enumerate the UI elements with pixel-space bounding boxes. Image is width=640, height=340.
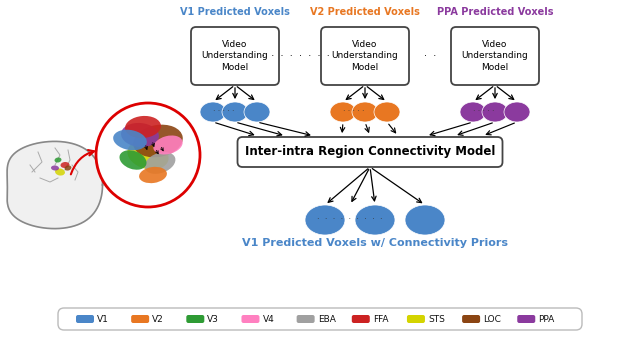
Ellipse shape [374, 102, 400, 122]
Text: ·  ·: · · [424, 51, 436, 61]
Ellipse shape [305, 205, 345, 235]
Ellipse shape [51, 166, 59, 171]
Ellipse shape [244, 102, 270, 122]
Ellipse shape [355, 205, 395, 235]
Text: V2 Predicted Voxels: V2 Predicted Voxels [310, 7, 420, 17]
Ellipse shape [405, 205, 445, 235]
FancyBboxPatch shape [321, 27, 409, 85]
Ellipse shape [113, 130, 147, 150]
Text: Video
Understanding
Model: Video Understanding Model [332, 40, 398, 72]
Text: V1 Predicted Voxels: V1 Predicted Voxels [180, 7, 290, 17]
Ellipse shape [133, 125, 183, 157]
Circle shape [96, 103, 200, 207]
Text: V4: V4 [262, 314, 274, 323]
FancyBboxPatch shape [462, 315, 480, 323]
Ellipse shape [330, 102, 356, 122]
Text: EBA: EBA [317, 314, 335, 323]
Ellipse shape [504, 102, 530, 122]
Ellipse shape [65, 166, 72, 171]
FancyBboxPatch shape [186, 315, 204, 323]
Text: STS: STS [428, 314, 445, 323]
Ellipse shape [460, 102, 486, 122]
Text: V1: V1 [97, 314, 109, 323]
FancyBboxPatch shape [58, 308, 582, 330]
FancyBboxPatch shape [241, 315, 259, 323]
Ellipse shape [54, 157, 61, 163]
Text: PPA Predicted Voxels: PPA Predicted Voxels [436, 7, 553, 17]
Text: · · · · ·: · · · · · [474, 107, 495, 117]
FancyBboxPatch shape [237, 137, 502, 167]
Ellipse shape [154, 135, 182, 154]
Polygon shape [7, 141, 102, 228]
Text: Inter-intra Region Connectivity Model: Inter-intra Region Connectivity Model [245, 146, 495, 158]
Ellipse shape [222, 102, 248, 122]
Ellipse shape [55, 168, 65, 175]
FancyBboxPatch shape [352, 315, 370, 323]
Text: Video
Understanding
Model: Video Understanding Model [461, 40, 529, 72]
Ellipse shape [121, 123, 159, 147]
Text: ·  ·  ·  ·  ·  ·  ·  ·  ·: · · · · · · · · · [317, 216, 383, 224]
Text: V1 Predicted Voxels w/ Connectivity Priors: V1 Predicted Voxels w/ Connectivity Prio… [242, 238, 508, 248]
FancyBboxPatch shape [76, 315, 94, 323]
Ellipse shape [352, 102, 378, 122]
Text: Video
Understanding
Model: Video Understanding Model [202, 40, 268, 72]
Ellipse shape [127, 140, 168, 170]
Ellipse shape [139, 167, 167, 183]
Text: · · · · ·: · · · · · [213, 107, 235, 117]
Text: · · · · ·: · · · · · [343, 107, 365, 117]
FancyBboxPatch shape [407, 315, 425, 323]
Text: LOC: LOC [483, 314, 501, 323]
Ellipse shape [61, 162, 70, 168]
Ellipse shape [145, 152, 175, 174]
Ellipse shape [125, 116, 161, 138]
FancyBboxPatch shape [191, 27, 279, 85]
FancyBboxPatch shape [517, 315, 535, 323]
Text: PPA: PPA [538, 314, 554, 323]
Text: FFA: FFA [372, 314, 388, 323]
Text: V3: V3 [207, 314, 219, 323]
FancyBboxPatch shape [451, 27, 539, 85]
Ellipse shape [120, 150, 147, 170]
Text: ·  ·  ·  ·  ·  ·  ·  ·  ·: · · · · · · · · · [262, 51, 339, 61]
Text: V2: V2 [152, 314, 164, 323]
FancyBboxPatch shape [131, 315, 149, 323]
Ellipse shape [482, 102, 508, 122]
FancyBboxPatch shape [296, 315, 315, 323]
Ellipse shape [200, 102, 226, 122]
